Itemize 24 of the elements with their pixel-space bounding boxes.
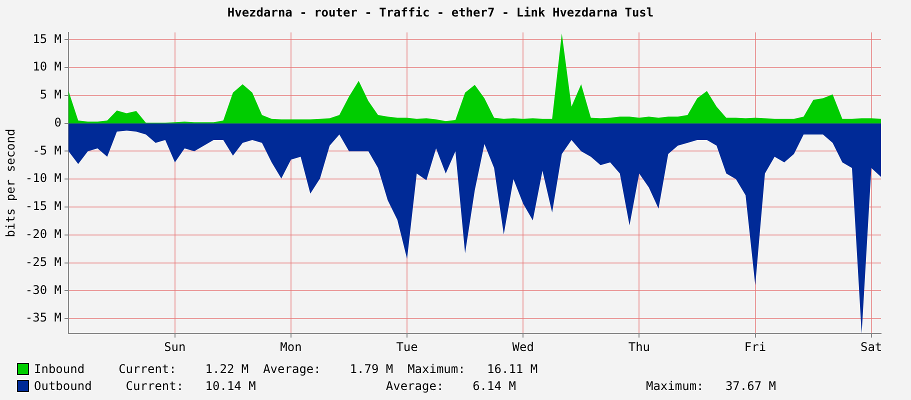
text: Current: 10.14 M Average: 6.14 M Maximum: 37.67 M [126, 378, 776, 392]
y-tick-label: -20 M [25, 227, 62, 241]
x-tick-label: Sun [164, 340, 186, 354]
text: Current: 1.22 M Average: 1.79 M Maximum: 16.11 M [118, 362, 538, 376]
x-tick-label: Mon [280, 340, 302, 354]
y-tick-label: 15 M [32, 32, 62, 46]
y-tick-label: 0 [54, 115, 62, 130]
y-tick-label: -5 M [32, 143, 62, 158]
chart-title: Hvezdarna - router - Traffic - ether7 - Link Hvezdarna Tusl [227, 5, 654, 20]
y-tick-label: -10 M [25, 171, 62, 186]
x-tick-label: Thu [628, 340, 650, 354]
x-tick-label: Sat [860, 340, 882, 354]
y-tick-label: 5 M [40, 88, 62, 102]
y-tick-label: -15 M [25, 199, 62, 214]
y-tick-label: -35 M [25, 310, 62, 325]
y-tick-label: -25 M [25, 254, 62, 269]
y-axis-title: bits per second [3, 128, 18, 238]
legend-label: Inbound [34, 362, 85, 376]
x-tick-label: Wed [512, 340, 534, 354]
y-tick-label: 10 M [32, 60, 62, 74]
legend-label: Outbound [34, 378, 92, 392]
x-tick-label: Fri [744, 340, 766, 354]
y-tick-label: -30 M [25, 282, 62, 297]
x-tick-label: Tue [396, 340, 418, 354]
